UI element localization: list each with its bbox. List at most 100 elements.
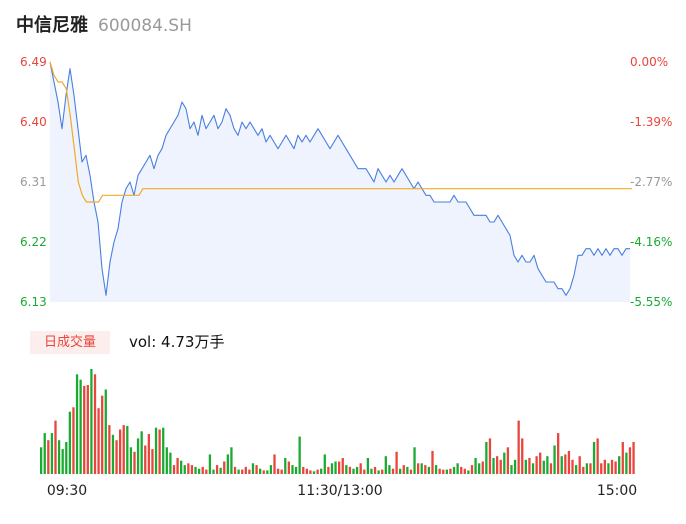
volume-bar (90, 369, 93, 474)
volume-bar (251, 463, 255, 474)
volume-bar (316, 469, 319, 474)
volume-bar (478, 463, 481, 474)
volume-bar (158, 429, 161, 474)
volume-bar (474, 458, 477, 474)
volume-bar (244, 466, 247, 474)
volume-bar (499, 459, 502, 474)
volume-bar (65, 442, 68, 474)
volume-bar (305, 468, 308, 474)
volume-tab[interactable]: 日成交量 (30, 331, 110, 354)
volume-bar (456, 463, 459, 474)
volume-bar (621, 442, 624, 474)
volume-bar (359, 463, 362, 474)
volume-bar (348, 466, 352, 474)
volume-bar (424, 465, 427, 474)
volume-bar (190, 465, 194, 474)
volume-bar (628, 447, 632, 474)
y-tick-label: 6.22 (20, 235, 47, 249)
volume-bar (574, 465, 578, 474)
volume-bar (366, 458, 370, 474)
volume-bar (402, 465, 405, 474)
volume-bar (284, 458, 287, 474)
volume-bar (43, 433, 46, 474)
volume-bar (212, 469, 215, 474)
volume-bar (83, 385, 86, 474)
volume-bar (618, 456, 621, 474)
x-tick-label: 11:30/13:00 (297, 483, 382, 499)
volume-value: 4.73万手 (161, 333, 225, 351)
volume-bar (521, 438, 524, 474)
volume-bar (564, 454, 567, 474)
volume-bar (104, 389, 107, 474)
volume-bar (320, 468, 323, 474)
volume-bar (75, 374, 79, 474)
volume-bar (438, 468, 441, 474)
volume-bar (101, 395, 104, 474)
volume-bar (187, 463, 190, 474)
volume-bar (406, 466, 409, 474)
x-tick-label: 15:00 (597, 483, 637, 499)
volume-bar (528, 458, 531, 474)
volume-bar (452, 466, 456, 474)
volume-bar (180, 460, 183, 474)
volume-bar (230, 447, 233, 474)
volume-bar (488, 438, 492, 474)
volume-bar (259, 468, 262, 474)
volume-bar (226, 454, 229, 474)
volume-bar (205, 469, 208, 474)
volume-bar (513, 459, 517, 474)
volume-bar (280, 469, 283, 474)
stock-title: 中信尼雅 600084.SH (16, 12, 192, 40)
volume-bar (129, 447, 133, 474)
volume-bar (291, 465, 294, 474)
volume-bar (542, 460, 545, 474)
volume-bar (86, 385, 89, 474)
volume-bar (273, 454, 276, 474)
volume-bar (388, 465, 391, 474)
volume-bar (144, 445, 147, 474)
volume-bar (460, 466, 463, 474)
volume-bar (345, 465, 348, 474)
volume-bar (50, 433, 54, 474)
volume-bar (510, 465, 513, 474)
volume-bar (151, 449, 154, 474)
volume-bar (395, 451, 398, 474)
volume-bar (381, 469, 384, 474)
stock-name: 中信尼雅 (16, 15, 88, 36)
volume-bar (614, 461, 617, 474)
volume-bar (503, 452, 506, 474)
volume-bar (40, 447, 43, 474)
volume-bar (524, 459, 527, 474)
volume-bar (539, 452, 542, 474)
volume-bar (269, 465, 273, 474)
volume-bar (363, 469, 366, 474)
volume-bar (172, 465, 176, 474)
volume-bar (571, 459, 574, 474)
volume-bar (61, 449, 64, 474)
volume-bar (122, 425, 125, 474)
volume-bar (578, 456, 581, 474)
volume-bar (546, 456, 549, 474)
volume-bar (449, 468, 452, 474)
volume-bar (262, 470, 265, 474)
volume-bar (208, 454, 212, 474)
y-tick-label-right: -5.55% (630, 295, 672, 309)
volume-bar (481, 461, 484, 474)
volume-bar (309, 470, 312, 474)
volume-bar (610, 459, 614, 474)
volume-bar (434, 465, 438, 474)
y-tick-label-right: 0.00% (630, 55, 668, 69)
volume-bar (115, 440, 118, 474)
volume-bar (133, 451, 136, 474)
y-tick-label: 6.13 (20, 295, 47, 309)
volume-bar (68, 411, 72, 474)
volume-bar (517, 420, 520, 474)
volume-bar (557, 433, 560, 474)
volume-bar (154, 427, 158, 474)
average-price-line (49, 61, 632, 203)
volume-bar (589, 463, 592, 474)
volume-bar (485, 442, 488, 474)
volume-bar (169, 452, 172, 474)
volume-bar (607, 463, 610, 474)
